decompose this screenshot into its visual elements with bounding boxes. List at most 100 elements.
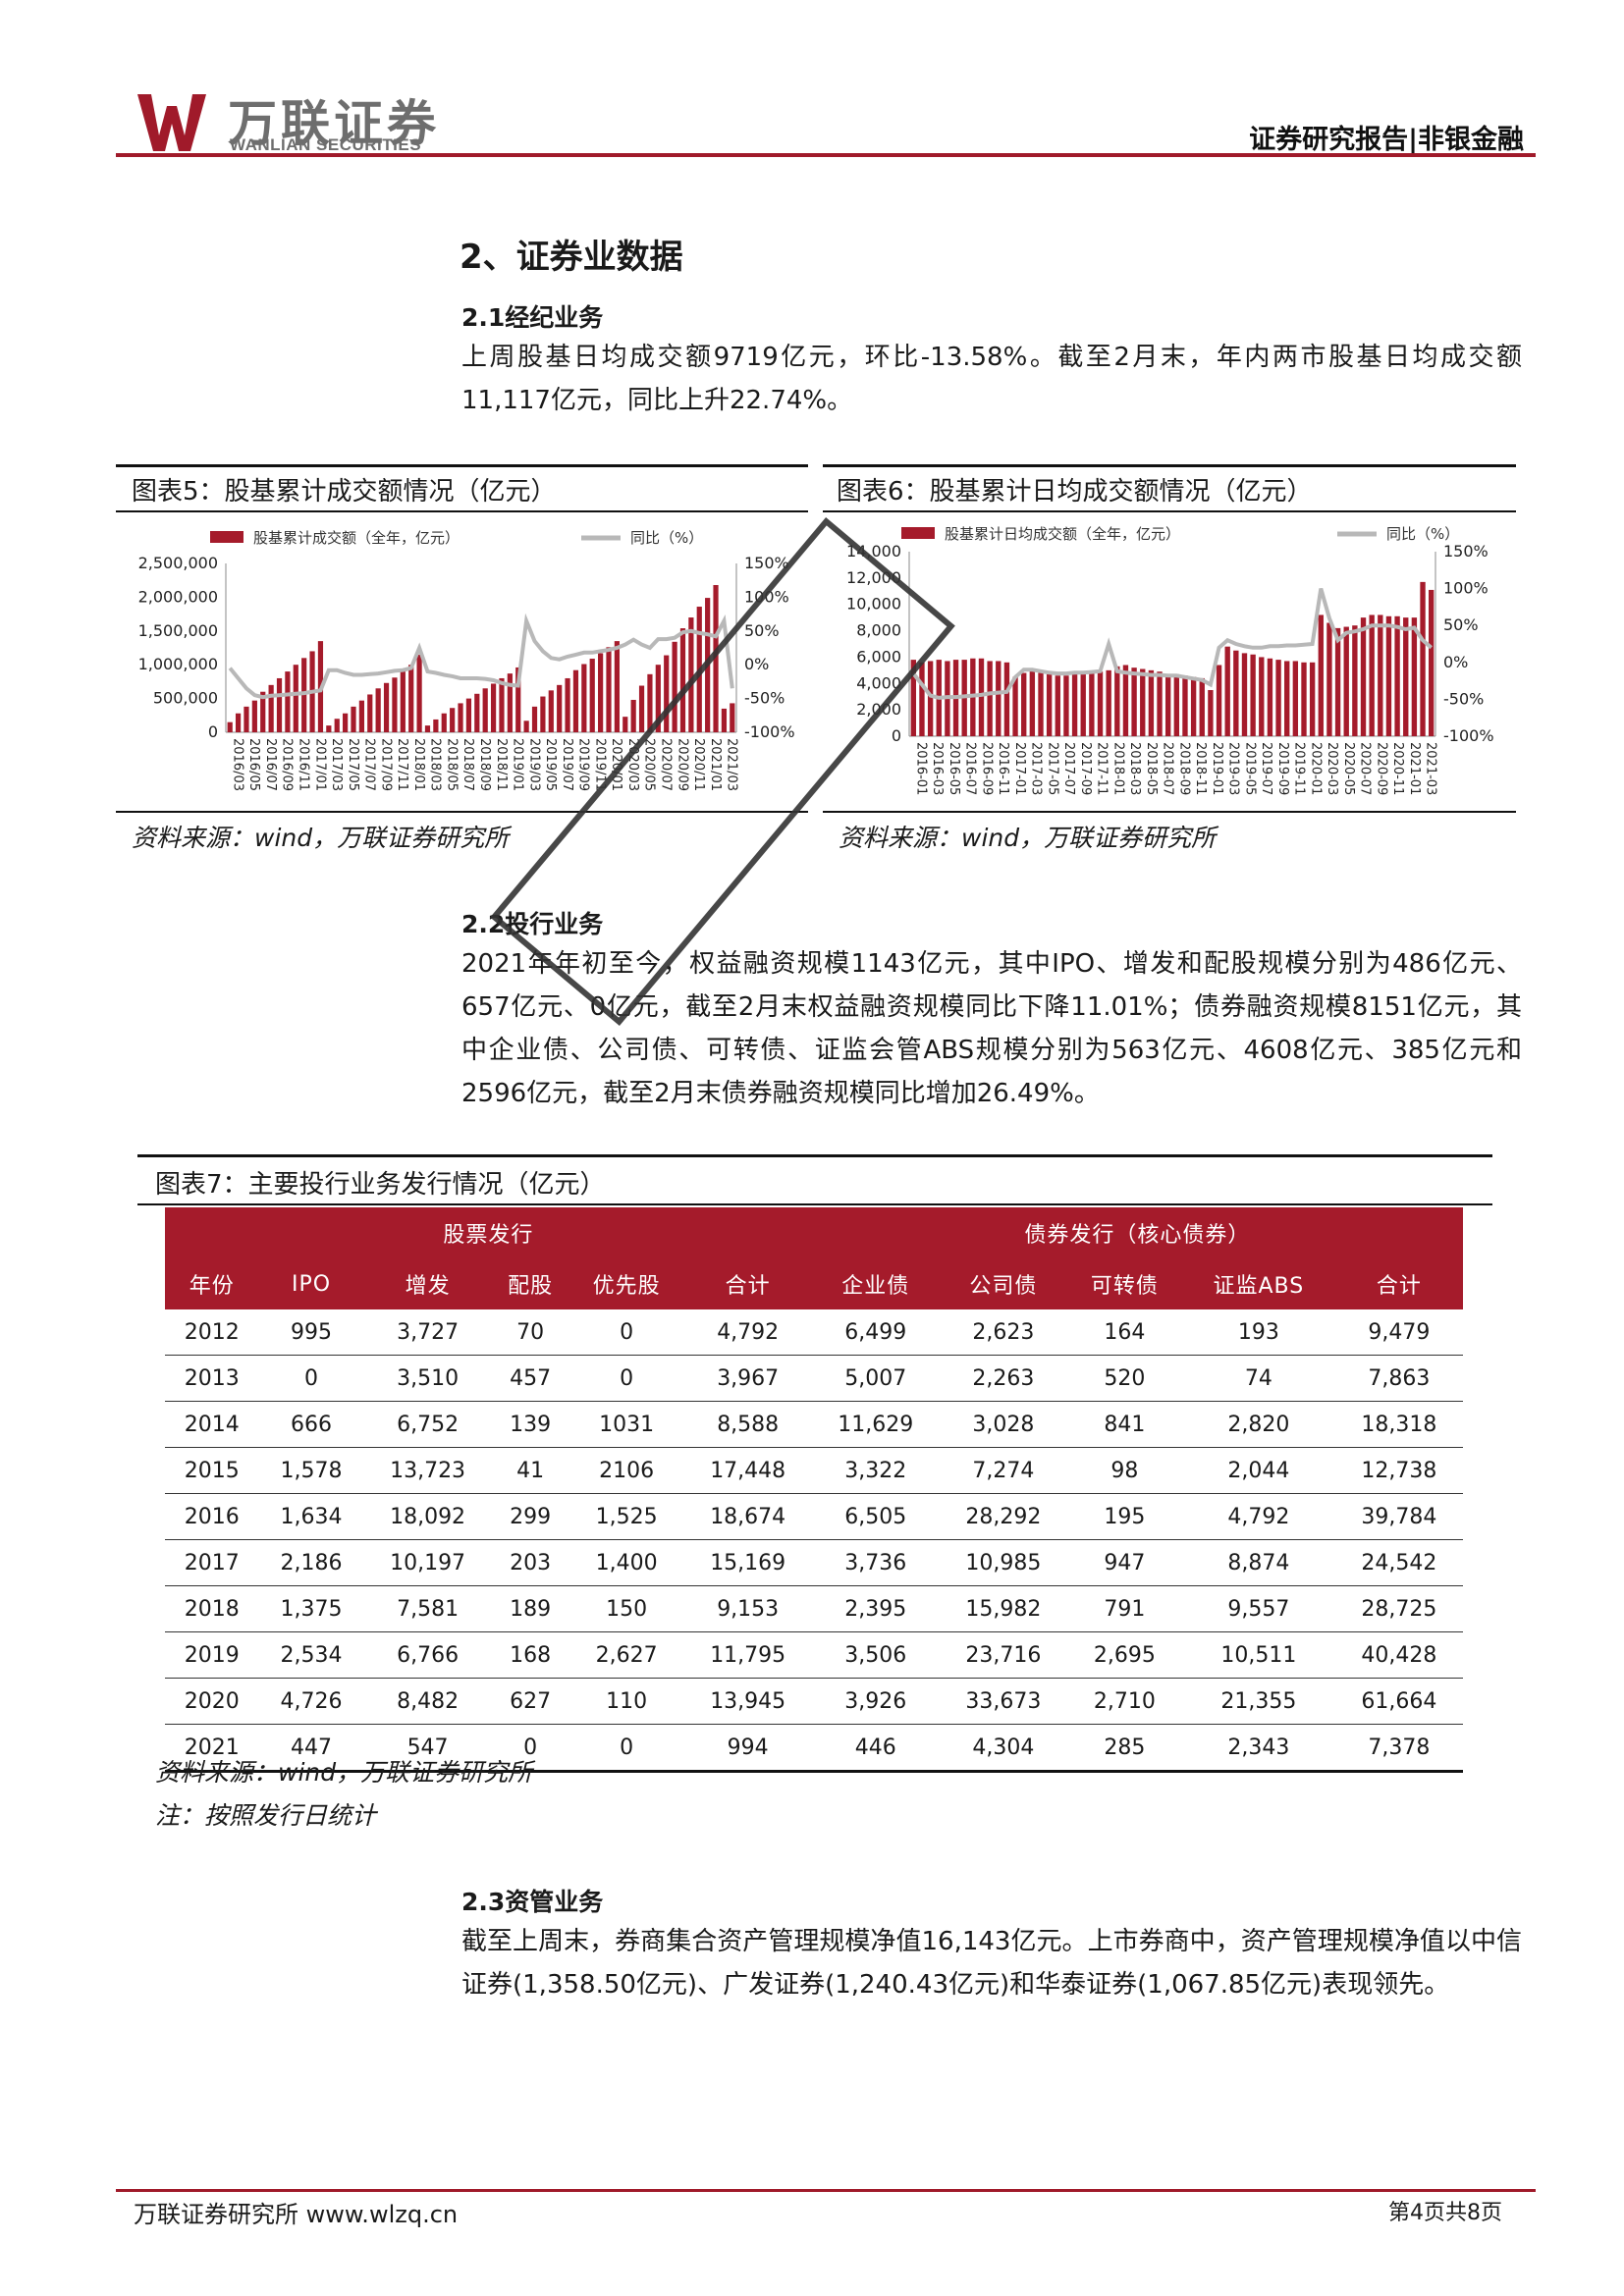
table-cell: 791 xyxy=(1066,1585,1182,1632)
bar xyxy=(1378,614,1383,736)
column-header: 证监ABS xyxy=(1181,1258,1335,1309)
y-tick-label: 10,000 xyxy=(846,595,901,614)
table-cell: 2021 xyxy=(165,1724,259,1773)
table-cell: 24,542 xyxy=(1334,1539,1463,1586)
x-tick-label: 2019-01 xyxy=(1210,742,1224,795)
table-cell: 7,274 xyxy=(939,1447,1067,1494)
y2-tick-label: 50% xyxy=(744,621,780,640)
x-tick-label: 2017-05 xyxy=(1045,742,1059,795)
bar xyxy=(268,684,274,732)
table-cell: 4,792 xyxy=(683,1309,812,1356)
x-tick-label: 2019-07 xyxy=(1259,742,1273,795)
brokerage-text: 上周股基日均成交额9719亿元，环比-13.58%。截至2月末，年内两市股基日均… xyxy=(461,343,1522,415)
table-cell: 6,752 xyxy=(363,1401,492,1448)
bar xyxy=(1173,673,1180,736)
bar xyxy=(235,713,242,732)
x-tick-label: 2020/05 xyxy=(642,738,657,791)
x-tick-label: 2018-01 xyxy=(1110,742,1125,795)
table-cell: 150 xyxy=(568,1585,684,1632)
bar xyxy=(1071,673,1078,736)
bar xyxy=(1097,671,1104,736)
bar xyxy=(1284,661,1290,736)
bar xyxy=(383,682,390,732)
table-cell: 13,723 xyxy=(363,1447,492,1494)
table-cell: 2014 xyxy=(165,1401,259,1448)
group-header-bond: 债券发行（核心债券） xyxy=(811,1207,1463,1258)
bar xyxy=(1334,627,1341,736)
y-tick-label: 1,000,000 xyxy=(138,655,218,673)
x-tick-label: 2020-03 xyxy=(1325,742,1339,795)
bar xyxy=(1199,677,1205,736)
table-cell: 15,982 xyxy=(939,1585,1067,1632)
bar xyxy=(1208,690,1214,736)
bar xyxy=(334,719,340,732)
bar xyxy=(1369,614,1375,736)
x-tick-label: 2018/05 xyxy=(444,738,459,791)
fig5-bottom-rule xyxy=(116,811,808,813)
y-tick-label: 6,000 xyxy=(856,647,901,666)
bar xyxy=(408,665,414,732)
x-tick-label: 2018/01 xyxy=(411,738,426,791)
bar xyxy=(1003,662,1010,736)
table-cell: 164 xyxy=(1066,1309,1182,1356)
column-header: 公司债 xyxy=(939,1258,1067,1309)
x-tick-label: 2019/11 xyxy=(592,738,607,791)
bar xyxy=(1267,658,1273,736)
table-cell: 15,169 xyxy=(683,1539,812,1586)
bar xyxy=(465,698,472,732)
bar xyxy=(647,673,653,732)
legend-swatch-bar xyxy=(210,531,244,543)
table-cell: 39,784 xyxy=(1334,1493,1463,1540)
x-tick-label: 2019/03 xyxy=(526,738,541,791)
bar xyxy=(664,655,670,732)
bar xyxy=(1190,676,1197,736)
bar xyxy=(227,721,233,732)
table-cell: 627 xyxy=(491,1678,569,1725)
table-cell: 139 xyxy=(491,1401,569,1448)
bar xyxy=(672,641,677,732)
bar xyxy=(1046,673,1053,736)
table-cell: 70 xyxy=(491,1309,569,1356)
x-tick-label: 2018-11 xyxy=(1193,742,1208,795)
x-tick-label: 2017-09 xyxy=(1078,742,1093,795)
fig6-bottom-rule xyxy=(823,811,1516,813)
bar xyxy=(499,677,505,732)
x-tick-label: 2020-05 xyxy=(1341,742,1356,795)
x-tick-label: 2016-05 xyxy=(947,742,961,795)
figure6-chart: 股基累计日均成交额（全年，亿元） 同比（%） 14,000 12,000 10,000 8… xyxy=(846,525,1494,795)
table-cell: 4,726 xyxy=(258,1678,364,1725)
fig7-title: 图表7：主要投行业务发行情况（亿元） xyxy=(155,1170,606,1200)
table-cell: 110 xyxy=(568,1678,684,1725)
table-cell: 6,499 xyxy=(811,1309,940,1356)
x-tick-label: 2017-01 xyxy=(1012,742,1027,795)
table-cell: 2,820 xyxy=(1181,1401,1335,1448)
table-cell: 0 xyxy=(568,1724,684,1773)
table-cell: 1,400 xyxy=(568,1539,684,1586)
table-cell: 299 xyxy=(491,1493,569,1540)
table-cell: 18,674 xyxy=(683,1493,812,1540)
table-cell: 0 xyxy=(568,1355,684,1402)
bar xyxy=(400,671,406,732)
bar xyxy=(1157,671,1163,736)
x-tick-label: 2019/05 xyxy=(543,738,558,791)
x-tick-label: 2016/11 xyxy=(296,738,310,791)
table-cell: 841 xyxy=(1066,1401,1182,1448)
bar xyxy=(1224,646,1230,736)
table-header-row: 年份 IPO 增发 配股 优先股 合计 企业债 公司债 可转债 证监ABS 合计 xyxy=(165,1258,1463,1309)
x-tick-label: 2019/09 xyxy=(576,738,591,791)
figure5-chart: 股基累计成交额（全年，亿元） 同比（%） 2,500,000 2,000,000 1,5… xyxy=(138,529,795,791)
bar xyxy=(679,628,686,732)
table-cell: 666 xyxy=(258,1401,364,1448)
bar xyxy=(1140,668,1146,736)
x-tick-label: 2019/01 xyxy=(511,738,525,791)
bar xyxy=(1343,626,1349,736)
x-tick-label: 2020/07 xyxy=(659,738,674,791)
table-cell: 0 xyxy=(258,1355,364,1402)
bar xyxy=(1029,669,1036,736)
x-tick-label: 2019-09 xyxy=(1275,742,1290,795)
table-cell: 195 xyxy=(1066,1493,1182,1540)
bar xyxy=(1385,615,1392,736)
bar xyxy=(458,703,463,732)
table-cell: 6,766 xyxy=(363,1631,492,1679)
fig5-source: 资料来源：wind，万联证券研究所 xyxy=(132,824,510,852)
